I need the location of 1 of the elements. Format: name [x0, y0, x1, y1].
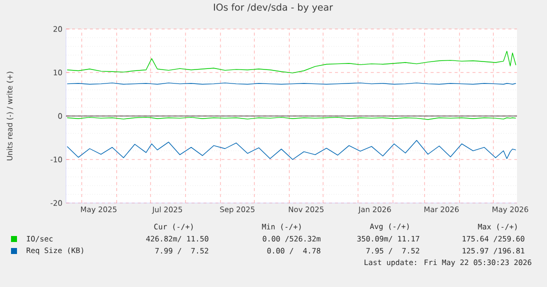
chart-title: IOs for /dev/sda - by year	[214, 3, 333, 13]
